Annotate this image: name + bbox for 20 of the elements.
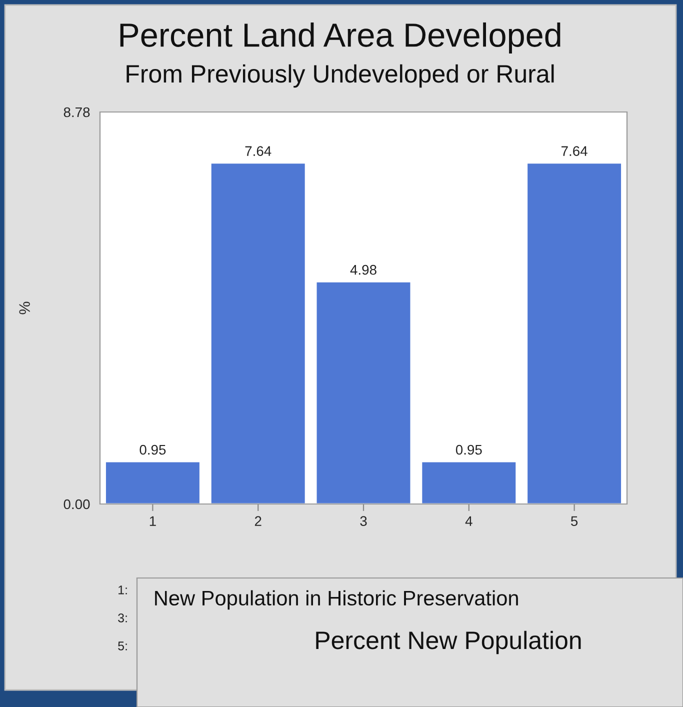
data-label: 0.95 <box>456 444 482 455</box>
text: 1: <box>118 586 127 594</box>
text: New Population in Historic Preservation <box>155 590 518 610</box>
x-tick-label: 2 <box>254 516 262 526</box>
y-axis-title: % <box>19 302 30 314</box>
y-tick-label: 0.00 <box>64 499 90 510</box>
data-label: 7.64 <box>245 146 272 156</box>
y-tick-label: 8.78 <box>64 107 90 118</box>
x-tick-label: 4 <box>465 516 472 526</box>
x-tick-label: 1 <box>150 516 156 526</box>
text: 3: <box>118 614 127 622</box>
chart-title: Percent Land Area Developed <box>120 22 560 54</box>
data-label: 4.98 <box>350 264 376 275</box>
x-tick-label: 5 <box>570 516 578 526</box>
text: 5: <box>118 642 127 650</box>
data-label: 7.64 <box>561 146 588 156</box>
data-label: 0.95 <box>140 444 166 455</box>
chart-subtitle: From Previously Undeveloped or Rural <box>126 64 554 88</box>
x-tick-label: 3 <box>360 516 367 526</box>
text: Percent New Population <box>316 630 581 654</box>
